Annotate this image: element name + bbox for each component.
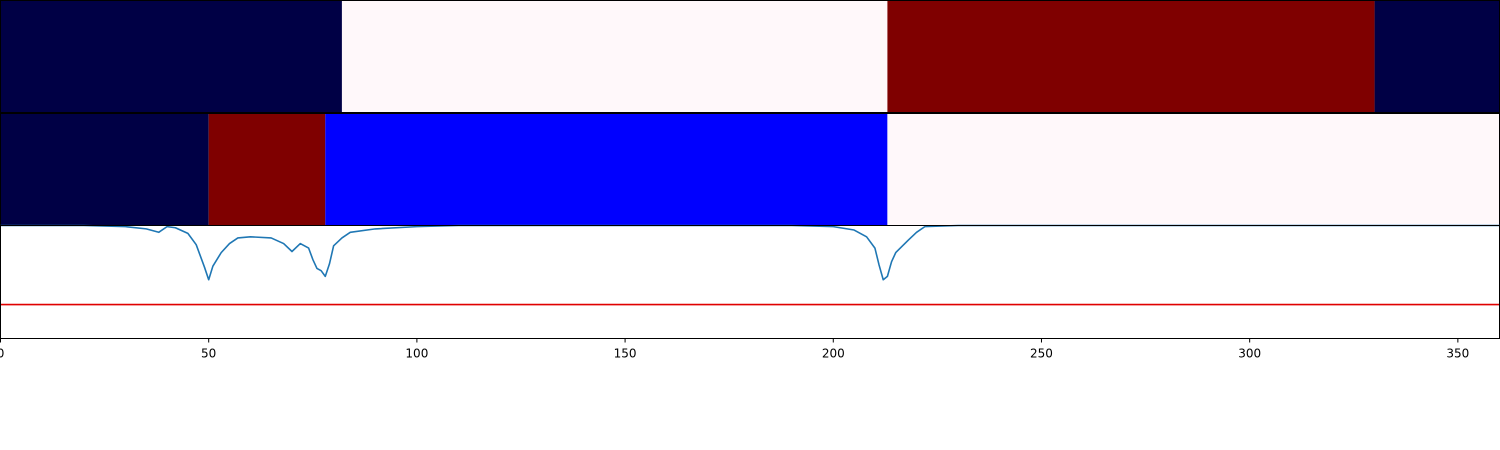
x-tick-label-3: 150: [614, 347, 637, 361]
middle-band-segment-0: [0, 113, 209, 226]
middle-band-segment-1: [208, 113, 326, 226]
top-band-segment-3: [1374, 0, 1500, 113]
x-tick-label-2: 100: [405, 347, 428, 361]
signal-series-line-0: [0, 224, 1500, 281]
signal-frame: [0, 225, 1500, 339]
middle-band-segment-2: [325, 113, 888, 226]
top-band-segment-1: [341, 0, 888, 113]
x-axis: 0 50 100 150 200 250 300 350: [0, 338, 1469, 361]
middle-band-panel: [0, 113, 1500, 226]
signal-panel: [0, 224, 1500, 339]
x-tick-label-1: 50: [201, 347, 216, 361]
x-tick-label-6: 300: [1238, 347, 1261, 361]
x-tick-label-5: 250: [1030, 347, 1053, 361]
top-band-panel: [0, 0, 1500, 113]
top-band-segment-0: [0, 0, 342, 113]
x-tick-label-7: 350: [1446, 347, 1469, 361]
x-tick-label-4: 200: [822, 347, 845, 361]
x-tick-label-0: 0: [0, 347, 4, 361]
middle-band-segment-3: [887, 113, 1500, 226]
top-band-segment-2: [887, 0, 1375, 113]
